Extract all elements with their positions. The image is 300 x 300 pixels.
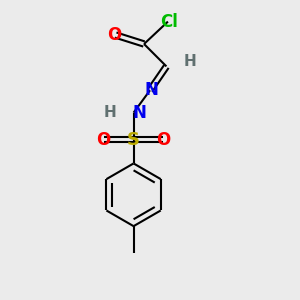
Text: H: H [184,54,197,69]
Text: S: S [127,130,140,148]
Text: O: O [97,130,111,148]
Text: O: O [156,130,171,148]
Text: H: H [103,105,116,120]
Text: Cl: Cl [160,13,178,31]
Text: N: N [133,104,146,122]
Text: O: O [107,26,121,44]
Text: N: N [145,81,158,99]
